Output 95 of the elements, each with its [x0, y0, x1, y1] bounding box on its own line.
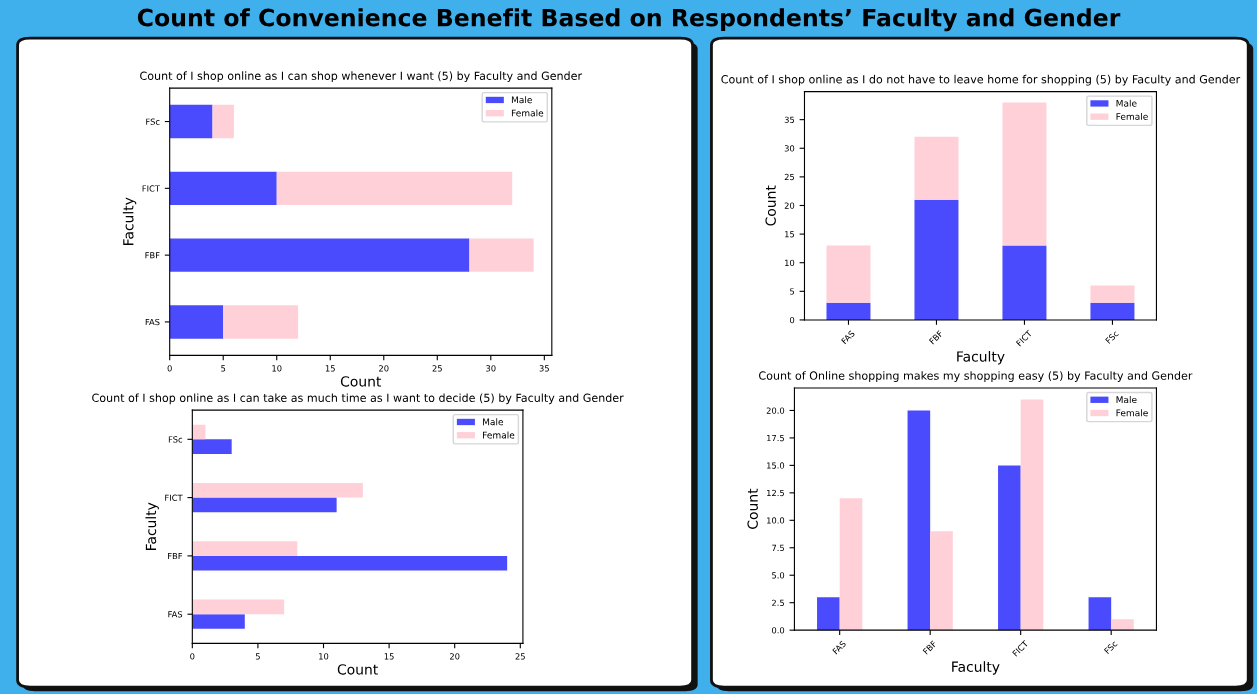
y-tick-label: 7.5 [772, 544, 784, 552]
x-axis-title: Faculty [957, 350, 1005, 365]
bar [930, 531, 953, 631]
legend-label: Male [1116, 99, 1137, 107]
bar [839, 498, 863, 631]
x-tick-label: 25 [432, 365, 442, 372]
y-tick-label: 12.5 [767, 489, 784, 497]
chart-title: Count of I shop online as I can shop whenever I want (5) by Faculty and Gender [140, 71, 583, 83]
chart-title: Count of I shop online as I can take as much time as I want to decide (5) by Faculty and Gender [92, 393, 624, 405]
x-tick-label: 25 [515, 653, 525, 660]
x-axis-title: Faculty [952, 661, 1000, 675]
y-axis-title: Faculty [122, 197, 137, 245]
y-tick-label: 0.0 [772, 627, 785, 634]
y-tick-label: FICT [165, 494, 183, 501]
bar [998, 465, 1021, 631]
y-axis-title: Count [747, 488, 758, 529]
bar [469, 238, 534, 272]
y-tick-label: FICT [142, 185, 160, 192]
legend-label: Female [1116, 409, 1148, 417]
bar [1111, 619, 1134, 631]
bar [1088, 597, 1112, 631]
x-tick-label: FAS [832, 640, 847, 655]
y-tick-label: FBF [168, 552, 183, 560]
x-tick-label: 10 [319, 653, 329, 660]
y-tick-label: 10 [785, 259, 795, 266]
legend-label: Male [511, 96, 532, 104]
bar [914, 199, 959, 320]
bar [192, 614, 245, 629]
chart-title: Count of I shop online as I do not have to leave home for shopping (5) by Faculty and Gender [721, 74, 1241, 86]
bar [817, 597, 840, 631]
bar [212, 104, 234, 139]
y-tick-label: 35 [784, 116, 795, 123]
bar [1002, 102, 1047, 246]
bar [169, 305, 224, 339]
x-tick-label: 20 [379, 365, 389, 372]
bar [192, 555, 508, 571]
y-tick-label: 15.0 [767, 462, 785, 469]
chart-title: Count of Online shopping makes my shopping easy (5) by Faculty and Gender [759, 371, 1193, 382]
y-tick-label: FBF [145, 252, 160, 259]
bar [276, 171, 513, 206]
x-tick-label: FSc [1105, 330, 1119, 344]
y-tick-label: FAS [168, 611, 183, 618]
legend-label: Female [483, 431, 515, 439]
y-tick-label: 30 [784, 145, 795, 152]
bar [1002, 245, 1047, 320]
bar [907, 410, 931, 631]
bar [192, 439, 232, 454]
legend-label: Male [483, 418, 504, 426]
x-tick-label: FSc [1103, 640, 1118, 655]
bar [1020, 399, 1044, 631]
bar [223, 305, 299, 339]
x-tick-label: 5 [221, 365, 226, 372]
y-tick-label: FSc [146, 118, 160, 125]
bar [169, 238, 470, 272]
legend-label: Female [1116, 112, 1148, 120]
bar [192, 497, 337, 513]
bar [1090, 302, 1135, 320]
text: Count of Convenience Benefit Based on Respondents’ Faculty and Gender [137, 8, 1121, 32]
x-tick-label: 30 [486, 365, 496, 372]
x-tick-label: 0 [190, 653, 195, 660]
x-tick-label: FAS [840, 330, 856, 345]
y-tick-label: 2.5 [772, 599, 784, 606]
bar [826, 245, 871, 303]
y-tick-label: 15 [785, 231, 795, 238]
bar [914, 136, 959, 200]
x-tick-label: 20 [450, 653, 460, 660]
legend-label: Male [1116, 396, 1137, 404]
x-axis-title: Count [337, 664, 378, 675]
x-tick-label: 35 [539, 365, 549, 372]
x-tick-label: FBF [922, 640, 937, 655]
y-tick-label: FSc [168, 436, 183, 443]
bar [192, 599, 285, 615]
legend-label: Female [511, 109, 544, 117]
x-axis-title: Count [340, 376, 382, 387]
bar [169, 104, 213, 139]
y-tick-label: 20.0 [766, 407, 785, 414]
y-tick-label: 25 [784, 173, 795, 181]
y-tick-label: 0 [790, 316, 795, 324]
y-axis-title: Faculty [145, 502, 159, 550]
y-tick-label: 5.0 [772, 572, 785, 579]
bar [192, 483, 363, 498]
x-tick-label: 15 [384, 653, 394, 660]
x-tick-label: 5 [255, 653, 260, 660]
x-tick-label: 15 [325, 365, 335, 372]
y-tick-label: 17.5 [767, 435, 784, 442]
x-tick-label: 10 [272, 365, 282, 372]
bar [1090, 285, 1135, 303]
y-tick-label: 5 [790, 288, 795, 295]
y-tick-label: 20 [784, 202, 795, 209]
bar [826, 302, 871, 320]
y-tick-label: 10.0 [767, 517, 785, 524]
bar [192, 541, 298, 556]
bar [169, 171, 277, 206]
y-axis-title: Count [765, 185, 776, 226]
y-tick-label: FAS [145, 318, 160, 326]
